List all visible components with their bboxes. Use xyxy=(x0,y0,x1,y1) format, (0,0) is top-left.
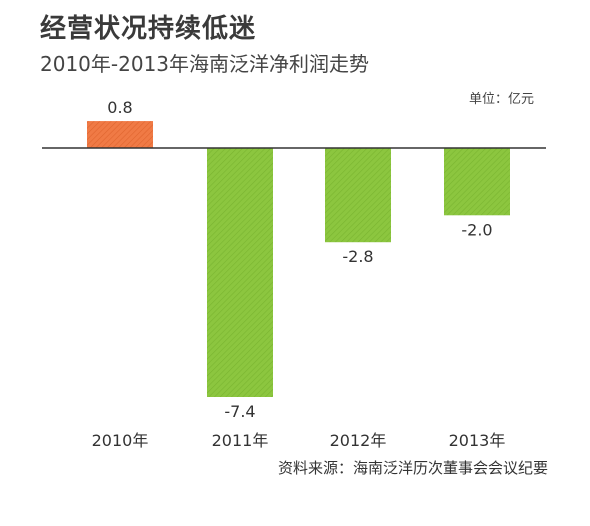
category-label-3: 2013年 xyxy=(449,431,506,450)
bar-2 xyxy=(325,148,391,243)
bar-0 xyxy=(87,121,153,148)
bar-1 xyxy=(207,148,273,397)
value-label-3: -2.0 xyxy=(461,220,492,239)
bar-3 xyxy=(444,148,510,216)
labels-group: 0.8 2010年 -7.4 2011年 -2.8 2012年 -2.0 2013年 xyxy=(92,98,506,450)
category-label-1: 2011年 xyxy=(212,431,269,450)
value-label-1: -7.4 xyxy=(224,402,255,421)
bars-group xyxy=(87,121,510,397)
value-label-0: 0.8 xyxy=(107,98,132,117)
chart-subtitle: 2010年-2013年海南泛洋净利润走势 xyxy=(40,52,370,76)
unit-label: 单位：亿元 xyxy=(468,92,534,107)
value-label-2: -2.8 xyxy=(342,247,373,266)
category-label-0: 2010年 xyxy=(92,431,149,450)
chart-title: 经营状况持续低迷 xyxy=(40,14,257,44)
source-note: 资料来源：海南泛洋历次董事会会议纪要 xyxy=(277,459,548,477)
category-label-2: 2012年 xyxy=(330,431,387,450)
